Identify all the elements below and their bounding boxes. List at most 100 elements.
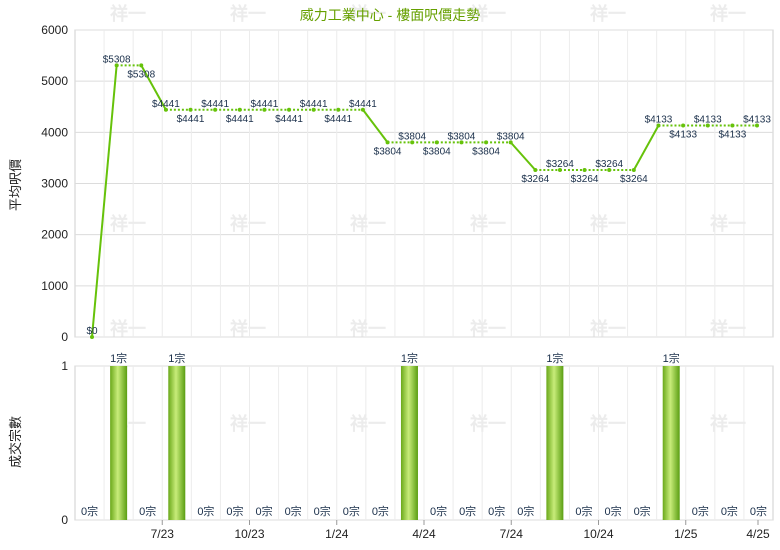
- volume-data-label: 0宗: [692, 504, 709, 518]
- volume-data-label: 0宗: [430, 504, 447, 518]
- volume-data-label: 1宗: [401, 351, 418, 365]
- x-tick-label: 7/23: [151, 527, 175, 541]
- price-point: [410, 140, 415, 145]
- volume-data-label: 0宗: [255, 504, 272, 518]
- price-data-label: $4441: [251, 99, 279, 110]
- watermark-text: 祥一: [230, 413, 266, 434]
- x-tick-label: 1/24: [325, 527, 349, 541]
- volume-tick-label: 1: [61, 359, 68, 373]
- price-data-label: $3264: [546, 159, 574, 170]
- volume-data-label: 0宗: [517, 504, 534, 518]
- volume-data-label: 1宗: [110, 351, 127, 365]
- price-data-label: $4133: [694, 115, 722, 126]
- price-point: [90, 335, 94, 339]
- price-data-label: $4441: [177, 114, 205, 125]
- watermark-text: 祥一: [470, 213, 506, 234]
- price-tick-label: 6000: [41, 23, 68, 37]
- axes: 0 1000 2000 3000 4000 5000 6000 0 1 7/23 10/23 1/24…: [41, 23, 770, 541]
- volume-bar: [110, 366, 128, 520]
- price-point: [139, 63, 144, 68]
- watermark-text: 祥一: [590, 213, 626, 234]
- watermark-text: 祥一: [110, 3, 146, 24]
- price-point: [163, 107, 168, 112]
- volume-data-label: 1宗: [168, 351, 185, 365]
- watermark-text: 祥一: [350, 213, 386, 234]
- price-tick-label: 3000: [41, 177, 68, 191]
- watermark-text: 祥一: [110, 318, 146, 339]
- price-point: [385, 140, 390, 145]
- price-data-label: $3804: [472, 146, 500, 157]
- price-series: $0 $5308 $5308 $4441 $4441 $4441 $4441 $4441 $44…: [86, 54, 771, 339]
- price-data-label: $3804: [374, 146, 402, 157]
- price-point: [730, 123, 735, 128]
- price-point: [582, 167, 587, 172]
- price-line-segment: [632, 125, 660, 171]
- volume-data-label: 0宗: [343, 504, 360, 518]
- volume-data-label: 0宗: [81, 504, 98, 518]
- x-tick-label: 1/25: [674, 527, 698, 541]
- x-tick-label: 10/23: [234, 527, 264, 541]
- volume-data-label: 0宗: [285, 504, 302, 518]
- volume-data-label: 0宗: [197, 504, 214, 518]
- price-point: [114, 63, 119, 68]
- price-point: [459, 140, 464, 145]
- watermark-text: 祥一: [230, 318, 266, 339]
- watermark-text: 祥一: [470, 413, 506, 434]
- volume-data-label: 0宗: [226, 504, 243, 518]
- price-data-label: $3804: [448, 131, 476, 142]
- watermark-text: 祥一: [710, 213, 746, 234]
- price-tick-label: 5000: [41, 74, 68, 88]
- price-data-label: $4133: [645, 115, 673, 126]
- watermark-text: 祥一: [590, 318, 626, 339]
- price-point: [631, 167, 636, 172]
- price-point: [360, 107, 365, 112]
- price-point: [213, 107, 218, 112]
- price-data-label: $4133: [669, 130, 697, 141]
- volume-data-label: 0宗: [750, 504, 767, 518]
- watermark-text: 祥一: [350, 413, 386, 434]
- volume-data-label: 0宗: [314, 504, 331, 518]
- price-line-segment: [91, 65, 118, 338]
- price-point: [755, 123, 759, 128]
- price-point: [533, 167, 538, 172]
- x-tick-label: 7/24: [500, 527, 524, 541]
- volume-tick-label: 0: [61, 513, 68, 527]
- chart-title: 威力工業中心 - 樓面呎價走勢: [300, 7, 480, 23]
- watermark-text: 祥一: [350, 3, 386, 24]
- price-data-label: $5308: [103, 54, 131, 65]
- price-tick-label: 0: [61, 330, 68, 344]
- volume-data-label: 0宗: [721, 504, 738, 518]
- price-data-label: $3804: [423, 146, 451, 157]
- volume-bar: [546, 366, 564, 520]
- watermark-text: 祥一: [470, 3, 506, 24]
- volume-data-label: 0宗: [459, 504, 476, 518]
- watermark-text: 祥一: [710, 318, 746, 339]
- price-point: [434, 140, 439, 145]
- price-data-label: $5308: [127, 69, 155, 80]
- price-data-label: $4133: [718, 130, 746, 141]
- price-data-label: $4441: [275, 114, 303, 125]
- volume-bar: [662, 366, 680, 520]
- watermark-text: 祥一: [350, 318, 386, 339]
- price-point: [287, 107, 292, 112]
- price-grid: [74, 29, 774, 338]
- price-point: [656, 123, 661, 128]
- watermark-text: 祥一: [110, 213, 146, 234]
- price-data-label: $3804: [497, 131, 525, 142]
- watermark-text: 祥一: [710, 3, 746, 24]
- price-point: [237, 107, 242, 112]
- price-data-label: $0: [86, 326, 98, 337]
- price-point: [557, 167, 562, 172]
- volume-bars: 0宗 1宗 0宗 1宗 0宗 0宗 0宗 0宗 0宗 0宗 0宗 1宗 0宗 0宗 0宗 0宗 1宗 0宗 0宗 0宗…: [81, 351, 767, 520]
- volume-data-label: 1宗: [663, 351, 680, 365]
- price-data-label: $4441: [226, 114, 254, 125]
- price-point: [311, 107, 316, 112]
- volume-data-label: 0宗: [604, 504, 621, 518]
- watermark-text: 祥一: [710, 413, 746, 434]
- volume-data-label: 1宗: [546, 351, 563, 365]
- price-point: [336, 107, 341, 112]
- x-tick-label: 10/24: [583, 527, 613, 541]
- watermark-text: 祥一: [470, 318, 506, 339]
- price-line-segment: [362, 109, 389, 143]
